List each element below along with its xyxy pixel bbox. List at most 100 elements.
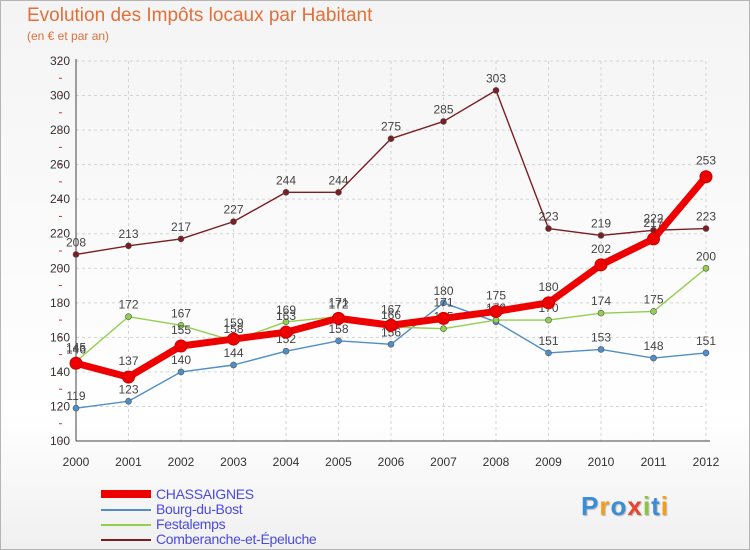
x-tick-label: 2006 (378, 455, 405, 469)
data-point (384, 318, 398, 332)
x-tick-label: 2005 (325, 455, 352, 469)
data-point (440, 299, 447, 307)
data-point (437, 311, 450, 325)
data-label: 151 (538, 334, 558, 348)
data-label: 244 (328, 173, 348, 187)
data-point (125, 397, 132, 405)
data-point (174, 339, 188, 353)
data-label: 217 (643, 216, 663, 230)
data-label: 175 (643, 292, 663, 306)
x-tick-label: 2001 (115, 455, 142, 469)
logo-letter: r (599, 491, 611, 521)
data-label: 155 (171, 323, 191, 337)
data-label: 169 (276, 303, 296, 317)
legend-label: Festalemps (156, 516, 226, 532)
data-point (125, 242, 132, 250)
data-label: 253 (696, 154, 716, 168)
data-label: 137 (118, 354, 138, 368)
data-point (699, 170, 713, 184)
logo-letter: i (660, 491, 669, 521)
data-label: 166 (381, 308, 401, 322)
proxiti-logo: Proxiti (581, 491, 669, 522)
data-point (72, 251, 80, 258)
logo-letter: x (627, 491, 643, 521)
data-point (227, 332, 240, 346)
data-label: 171 (328, 295, 348, 309)
data-label: 171 (433, 295, 453, 309)
x-tick-label: 2002 (168, 455, 195, 469)
legend-label: Comberanche-et-Épeluche (156, 531, 317, 547)
data-label: 140 (171, 353, 191, 367)
data-label: 208 (66, 235, 86, 249)
data-point (545, 316, 552, 324)
data-point (72, 404, 80, 412)
data-point (177, 321, 185, 329)
x-tick-label: 2007 (430, 455, 457, 469)
data-point (702, 264, 710, 272)
x-tick-label: 2003 (220, 455, 247, 469)
data-point (492, 87, 500, 94)
data-point (177, 235, 185, 243)
data-point (282, 347, 290, 355)
data-label: 223 (696, 210, 716, 224)
data-point (597, 232, 605, 239)
legend-swatch (101, 509, 151, 511)
data-point (122, 370, 135, 384)
data-point (230, 361, 237, 369)
data-label: 175 (486, 288, 506, 302)
chart-subtitle: (en € et par an) (27, 29, 110, 43)
data-point (387, 340, 395, 348)
data-label: 163 (276, 309, 296, 323)
data-label: 219 (591, 216, 611, 230)
data-point (597, 309, 605, 317)
data-label: 172 (328, 298, 348, 312)
data-point (387, 135, 395, 143)
data-label: 200 (696, 249, 716, 263)
data-point (650, 354, 657, 362)
data-point (440, 325, 447, 333)
data-point (440, 118, 447, 125)
x-tick-label: 2008 (483, 455, 510, 469)
data-point (702, 349, 710, 357)
logo-letter: i (642, 491, 652, 521)
data-label: 159 (223, 316, 243, 330)
chart-title: Evolution des Impôts locaux par Habitant (27, 5, 373, 26)
data-label: 151 (696, 334, 716, 348)
x-tick-label: 2009 (535, 455, 562, 469)
data-label: 222 (643, 211, 663, 225)
data-label: 148 (643, 339, 663, 353)
data-point (69, 356, 83, 370)
x-tick-label: 2010 (588, 455, 615, 469)
data-point (647, 232, 660, 246)
data-point (335, 337, 342, 345)
data-point (545, 225, 552, 232)
legend-swatch (101, 490, 151, 498)
legend-swatch (101, 539, 151, 541)
data-point (702, 225, 710, 232)
data-point (594, 258, 608, 272)
data-label: 153 (591, 330, 611, 344)
x-tick-label: 2000 (63, 455, 90, 469)
data-point (282, 318, 290, 326)
legend-label: Bourg-du-Bost (156, 501, 243, 517)
data-point (125, 313, 132, 320)
data-label: 158 (223, 322, 243, 336)
data-label: 202 (591, 242, 611, 256)
data-label: 180 (538, 280, 558, 294)
data-label: 167 (381, 302, 401, 316)
data-label: 275 (381, 120, 401, 134)
data-point (230, 218, 237, 225)
data-label: 213 (118, 227, 138, 241)
data-point (335, 188, 342, 196)
x-tick-label: 2012 (693, 455, 720, 469)
data-label: 180 (433, 284, 453, 298)
x-tick-label: 2011 (641, 455, 667, 469)
data-label: 123 (118, 382, 138, 396)
legend-swatch (101, 524, 151, 526)
data-point (282, 188, 290, 196)
x-tick-label: 2004 (273, 455, 300, 469)
data-label: 303 (486, 71, 506, 85)
data-point (489, 304, 503, 318)
data-point (177, 368, 185, 376)
data-label: 144 (223, 346, 243, 360)
